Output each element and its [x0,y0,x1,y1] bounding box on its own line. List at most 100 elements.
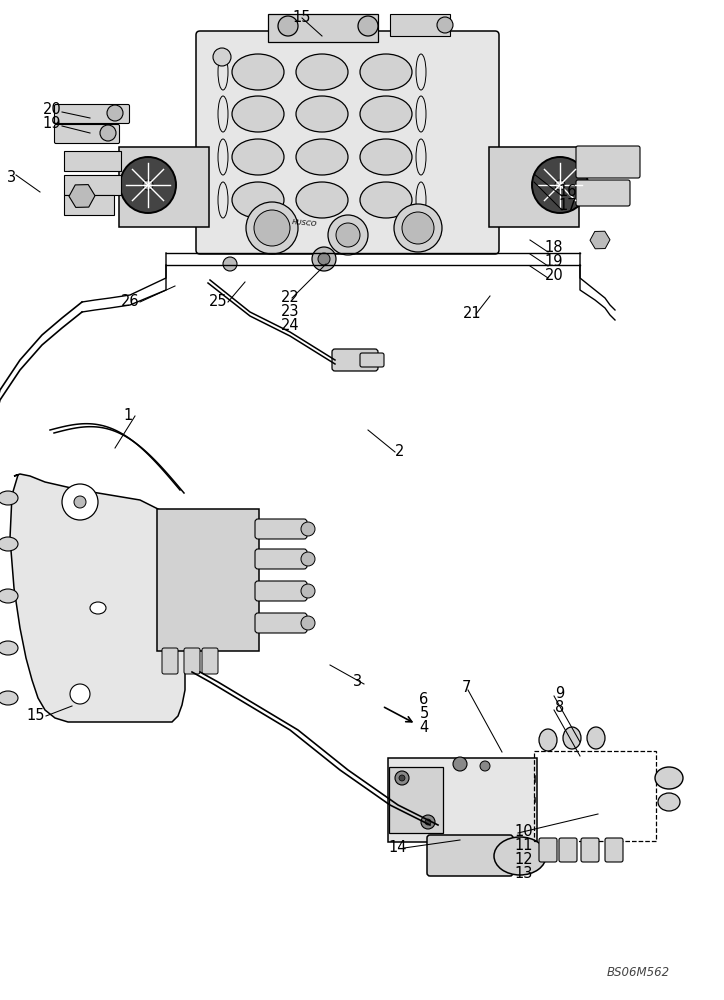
Text: 26: 26 [121,294,139,310]
Ellipse shape [563,727,581,749]
Circle shape [328,215,368,255]
FancyBboxPatch shape [268,14,378,42]
Ellipse shape [494,837,546,875]
Text: HUSCO: HUSCO [292,219,318,227]
FancyBboxPatch shape [576,146,640,178]
FancyBboxPatch shape [539,838,557,862]
Circle shape [62,484,98,520]
FancyBboxPatch shape [389,767,443,833]
Ellipse shape [655,767,683,789]
Ellipse shape [0,691,18,705]
Text: 21: 21 [463,306,481,322]
Circle shape [358,16,378,36]
Text: 8: 8 [555,700,565,716]
FancyBboxPatch shape [162,648,178,674]
Ellipse shape [0,641,18,655]
Text: 15: 15 [27,708,45,724]
Circle shape [437,17,453,33]
Circle shape [246,202,298,254]
Circle shape [301,584,315,598]
Text: 19: 19 [544,254,563,269]
Ellipse shape [0,491,18,505]
Text: SS: SS [145,182,151,188]
Circle shape [254,210,290,246]
Text: 15: 15 [292,10,311,25]
Circle shape [100,125,116,141]
Circle shape [70,684,90,704]
Ellipse shape [360,54,412,90]
Text: 11: 11 [515,838,534,854]
Circle shape [421,815,435,829]
Text: 5: 5 [419,706,429,722]
Text: 3: 3 [353,674,363,690]
Text: 3: 3 [7,170,17,186]
Ellipse shape [232,139,284,175]
Circle shape [453,757,467,771]
Circle shape [394,204,442,252]
FancyBboxPatch shape [54,104,130,123]
FancyBboxPatch shape [64,151,121,171]
FancyBboxPatch shape [332,349,378,371]
FancyBboxPatch shape [184,648,200,674]
FancyBboxPatch shape [255,613,307,633]
Circle shape [301,616,315,630]
Ellipse shape [587,727,605,749]
FancyBboxPatch shape [54,124,119,143]
FancyBboxPatch shape [390,14,450,36]
FancyBboxPatch shape [388,758,537,842]
FancyBboxPatch shape [427,835,513,876]
Ellipse shape [296,54,348,90]
Circle shape [318,253,330,265]
Circle shape [480,761,490,771]
Circle shape [395,771,409,785]
FancyBboxPatch shape [64,195,114,215]
Ellipse shape [360,139,412,175]
FancyBboxPatch shape [255,549,307,569]
Text: 20: 20 [544,268,563,284]
Text: 23: 23 [281,304,299,320]
Ellipse shape [232,96,284,132]
Circle shape [143,180,153,190]
FancyBboxPatch shape [605,838,623,862]
Ellipse shape [539,729,557,751]
Circle shape [312,247,336,271]
Circle shape [107,105,123,121]
FancyBboxPatch shape [255,519,307,539]
Text: 10: 10 [515,824,534,840]
Text: 25: 25 [209,294,227,310]
Text: 22: 22 [281,290,300,306]
FancyBboxPatch shape [559,838,577,862]
Text: 4: 4 [419,720,429,736]
Ellipse shape [232,182,284,218]
Circle shape [555,180,565,190]
Text: 24: 24 [281,318,299,334]
Text: 1: 1 [123,408,132,424]
FancyBboxPatch shape [576,180,630,206]
Ellipse shape [360,182,412,218]
Text: 7: 7 [461,680,471,696]
Circle shape [425,819,431,825]
Text: 20: 20 [43,103,62,117]
Text: 12: 12 [515,852,534,867]
Text: 2: 2 [395,444,405,460]
FancyBboxPatch shape [255,581,307,601]
Text: 18: 18 [544,240,563,255]
Ellipse shape [232,54,284,90]
Text: 16: 16 [559,184,577,200]
FancyBboxPatch shape [157,509,259,651]
Text: 13: 13 [515,866,533,882]
Circle shape [532,157,588,213]
FancyBboxPatch shape [196,31,499,254]
Circle shape [120,157,176,213]
Ellipse shape [0,589,18,603]
Circle shape [278,16,298,36]
FancyBboxPatch shape [581,838,599,862]
Ellipse shape [296,96,348,132]
Circle shape [399,775,405,781]
FancyBboxPatch shape [119,147,209,227]
Ellipse shape [90,602,106,614]
Text: 19: 19 [43,116,62,131]
Polygon shape [10,474,185,722]
Circle shape [402,212,434,244]
Text: 14: 14 [389,840,407,856]
